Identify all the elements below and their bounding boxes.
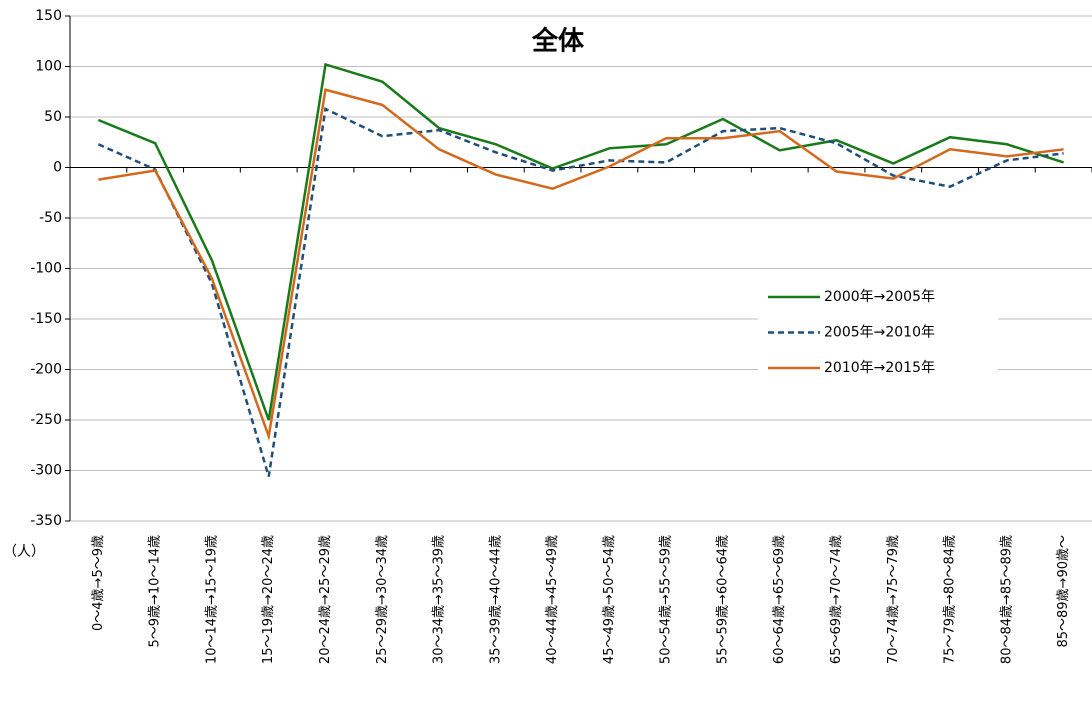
series-line (98, 88, 1064, 442)
x-tick-label: 15～19歳→20～24歳 (261, 535, 276, 664)
x-tick-label: 85～89歳→90歳～ (1056, 535, 1071, 648)
y-tick-label: 150 (35, 8, 62, 24)
x-tick-label: 10～14歳→15～19歳 (204, 535, 219, 664)
y-tick-label: 0 (53, 160, 62, 176)
legend-label: 2000年→2005年 (824, 289, 935, 305)
x-tick-label: 30～34歳→35～39歳 (432, 535, 447, 664)
y-tick-label: -100 (30, 261, 62, 277)
x-tick-label: 75～79歳→80～84歳 (943, 535, 958, 664)
y-tick-label: -300 (30, 463, 62, 479)
x-tick-label: 35～39歳→40～44歳 (488, 535, 503, 664)
y-unit: （人） (3, 544, 45, 560)
x-tick-label: 50～54歳→55～59歳 (659, 535, 674, 664)
y-tick-label: -50 (39, 210, 62, 226)
y-tick-label: 100 (35, 59, 62, 75)
y-tick-label: -150 (30, 311, 62, 327)
chart-title: 全体 (531, 26, 585, 57)
y-tick-label: -200 (30, 362, 62, 378)
x-tick-label: 0～4歳→5～9歳 (91, 535, 106, 631)
x-tick-label: 20～24歳→25～29歳 (318, 535, 333, 664)
y-tick-label: 50 (44, 109, 62, 125)
x-tick-label: 70～74歳→75～79歳 (886, 535, 901, 664)
legend-label: 2005年→2010年 (824, 325, 935, 341)
x-tick-label: 55～59歳→60～64歳 (715, 535, 730, 664)
x-tick-label: 5～9歳→10～14歳 (148, 535, 163, 648)
x-tick-label: 65～69歳→70～74歳 (829, 535, 844, 664)
x-tick-label: 80～84歳→85～89歳 (999, 535, 1014, 664)
y-tick-label: -250 (30, 412, 62, 428)
x-tick-label: 25～29歳→30～34歳 (375, 535, 390, 664)
x-tick-label: 45～49歳→50～54歳 (602, 535, 617, 664)
series-line (97, 107, 1064, 477)
series-line (97, 62, 1064, 421)
x-tick-label: 40～44歳→45～49歳 (545, 535, 560, 664)
x-tick-label: 60～64歳→65～69歳 (772, 535, 787, 664)
y-tick-label: -350 (30, 513, 62, 529)
legend-label: 2010年→2015年 (824, 360, 935, 376)
